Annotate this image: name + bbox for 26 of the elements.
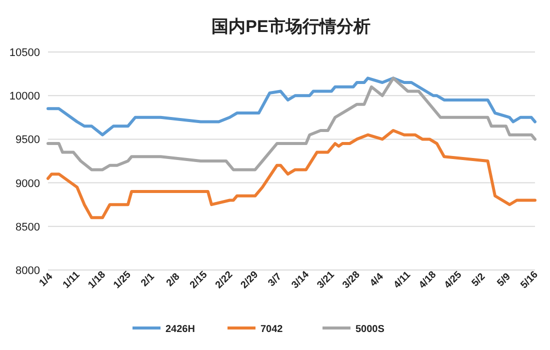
line-series [46,128,536,220]
legend-label: 7042 [260,324,284,335]
x-tick-label: 3/14 [290,269,312,292]
x-tick-label: 4/4 [368,271,386,290]
y-tick-label: 10000 [9,90,40,103]
legend-label: 5000S [356,324,385,335]
x-tick-label: 4/18 [417,269,439,292]
y-tick-label: 8500 [16,221,40,234]
legend-label: 2426H [166,324,195,335]
y-tick-label: 9500 [16,134,40,146]
x-tick-label: 5/9 [495,271,514,290]
x-tick-label: 2/8 [164,271,183,290]
line-series [46,76,536,172]
y-tick-label: 9000 [16,178,40,190]
x-tick-label: 3/7 [266,271,284,290]
x-tick-label: 3/21 [315,269,338,292]
x-tick-label: 1/11 [61,269,83,291]
y-tick-label: 8000 [16,265,40,277]
line-series [46,76,536,136]
x-tick-label: 4/11 [392,269,414,291]
y-tick-label: 10500 [9,47,40,59]
x-tick-label: 2/1 [139,271,158,290]
chart-title: 国内PE市场行情分析 [212,17,370,36]
x-tick-label: 3/28 [340,269,363,292]
x-tick-label: 5/2 [470,271,488,290]
x-tick-label: 5/16 [518,269,541,292]
